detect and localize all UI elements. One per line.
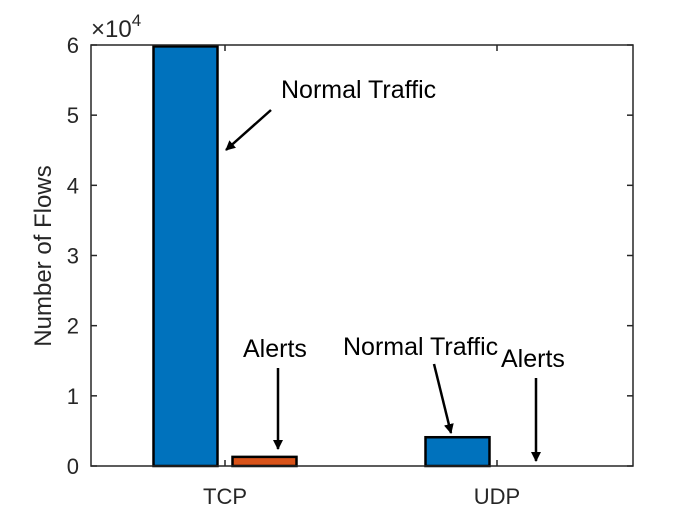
annotation-arrow (225, 109, 272, 151)
y-tick-label: 2 (67, 314, 79, 339)
y-tick-label: 3 (67, 244, 79, 269)
bars-group (152, 45, 491, 468)
annotation-label: Normal Traffic (281, 76, 436, 104)
bar-tcp-series-2 (231, 455, 298, 468)
y-tick-label: 0 (67, 454, 79, 479)
x-tick-labels: TCP UDP (203, 484, 520, 509)
y-tick-label: 1 (67, 384, 79, 409)
annotation-arrow (432, 363, 454, 434)
y-tick-labels: 0 1 2 3 4 5 6 (67, 33, 79, 479)
y-tick-label: 5 (67, 103, 79, 128)
y-axis-label: Number of Flows (30, 165, 57, 346)
tick-marks (91, 44, 633, 467)
bar-udp-series-1 (424, 435, 491, 468)
x-tick-label: TCP (203, 484, 247, 509)
y-axis-multiplier: ×104 (91, 11, 141, 43)
annotation-label: Normal Traffic (343, 333, 498, 361)
y-tick-label: 4 (67, 173, 79, 198)
annotation-label: Alerts (243, 335, 307, 363)
bar-tcp-series-1 (152, 45, 219, 468)
x-tick-label: UDP (474, 484, 520, 509)
annotation-label: Alerts (501, 345, 565, 373)
y-tick-label: 6 (67, 33, 79, 58)
